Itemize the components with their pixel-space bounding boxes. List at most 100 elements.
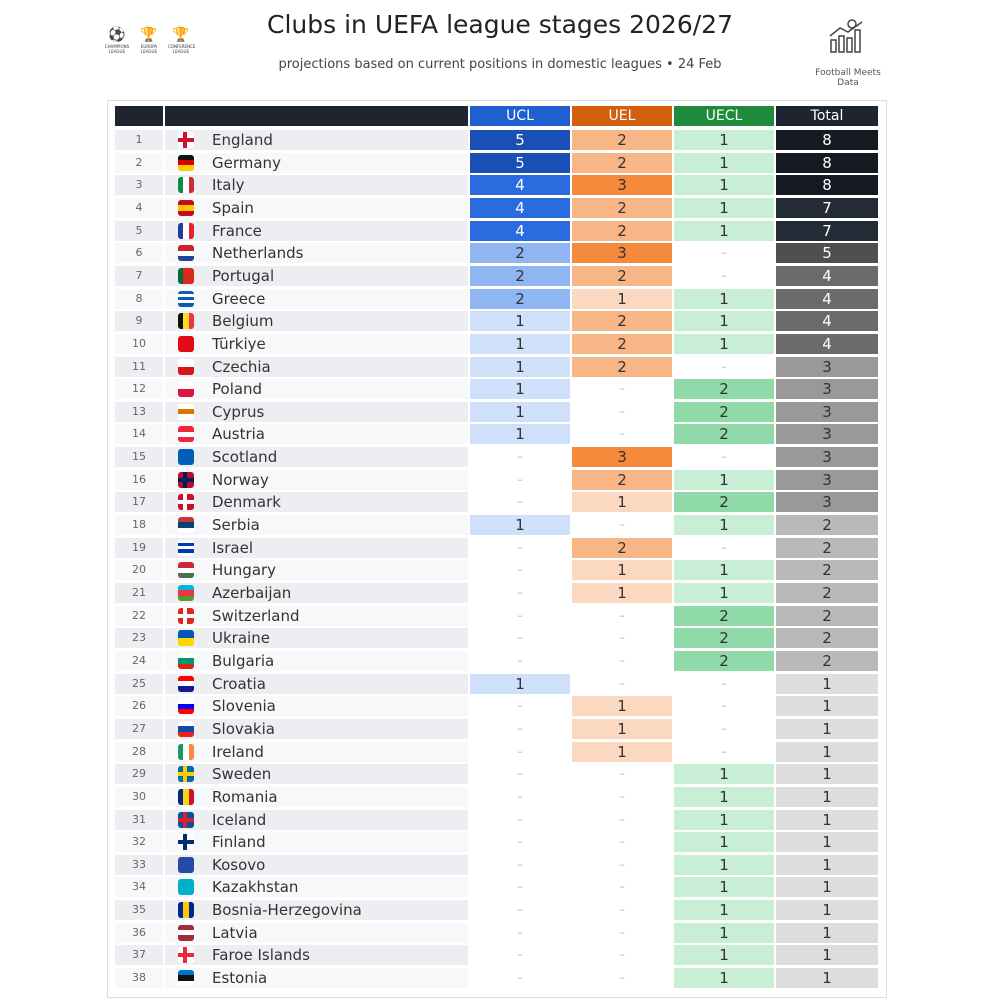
uel-cell: 1 [572, 288, 672, 309]
uel-cell: – [619, 857, 625, 871]
total-cell: 3 [776, 447, 878, 468]
total-cell: 1 [776, 786, 878, 807]
uecl-cell: 1 [674, 764, 774, 785]
country-name: Romania [212, 787, 278, 806]
total-cell: 1 [776, 968, 878, 989]
total-cell: 2 [776, 650, 878, 671]
country-name: Estonia [212, 969, 268, 988]
total-cell: 7 [776, 220, 878, 241]
country-cell: Scotland [165, 447, 468, 468]
uel-cell: – [619, 767, 625, 781]
uel-cell: 1 [572, 741, 672, 762]
country-cell: Bosnia-Herzegovina [165, 900, 468, 921]
table-row: 4 Spain 4 2 1 7 [115, 197, 878, 218]
table-row: 15 Scotland – 3 – 3 [115, 447, 878, 468]
rank: 8 [115, 288, 163, 309]
table-row: 38 Estonia – – 1 1 [115, 968, 878, 989]
uel-cell: 3 [572, 175, 672, 196]
ucl-cell: 1 [470, 379, 570, 400]
rank: 29 [115, 764, 163, 785]
country-cell: Azerbaijan [165, 583, 468, 603]
country-cell: Estonia [165, 968, 468, 989]
uel-cell: – [619, 925, 625, 939]
rank: 18 [115, 515, 163, 536]
total-cell: 3 [776, 356, 878, 377]
country-cell: Bulgaria [165, 650, 468, 671]
europa-league-logo: 🏆 EUROPA LEAGUE [140, 27, 158, 54]
uecl-cell: – [721, 721, 727, 735]
rank: 13 [115, 401, 163, 422]
total-cell: 3 [776, 469, 878, 490]
uecl-cell: – [721, 450, 727, 464]
ucl-cell: – [517, 631, 523, 645]
country-cell: Germany [165, 152, 468, 173]
ucl-cell: 1 [470, 401, 570, 422]
country-name: Norway [212, 470, 269, 489]
rank: 31 [115, 809, 163, 830]
total-cell: 1 [776, 809, 878, 830]
table-row: 13 Cyprus 1 – 2 3 [115, 401, 878, 422]
country-name: Kosovo [212, 855, 266, 874]
champions-league-logo: ⚽ CHAMPIONS LEAGUE [104, 27, 130, 54]
country-name: Portugal [212, 266, 275, 285]
header-uel: UEL [572, 106, 672, 126]
total-cell: 4 [776, 311, 878, 332]
total-cell: 4 [776, 265, 878, 286]
country-name: Switzerland [212, 606, 300, 625]
rank: 16 [115, 469, 163, 490]
country-name: Faroe Islands [212, 946, 310, 965]
rank: 9 [115, 311, 163, 332]
rank: 11 [115, 356, 163, 377]
ucl-cell: – [517, 450, 523, 464]
brand-name: Football Meets Data [815, 68, 881, 88]
uecl-cell: 2 [674, 379, 774, 400]
rank: 1 [115, 130, 163, 150]
country-name: Czechia [212, 357, 271, 376]
country-name: Türkiye [212, 334, 266, 353]
table-row: 37 Faroe Islands – – 1 1 [115, 945, 878, 966]
country-cell: Latvia [165, 922, 468, 943]
total-cell: 1 [776, 764, 878, 785]
country-cell: Kosovo [165, 854, 468, 875]
ucl-cell: – [517, 699, 523, 713]
table-row: 5 France 4 2 1 7 [115, 220, 878, 241]
country-cell: Spain [165, 197, 468, 218]
total-cell: 1 [776, 900, 878, 921]
country-cell: Italy [165, 175, 468, 196]
table-row: 16 Norway – 2 1 3 [115, 469, 878, 490]
country-name: Croatia [212, 674, 266, 693]
country-name: Austria [212, 425, 265, 444]
competition-logos: ⚽ CHAMPIONS LEAGUE 🏆 EUROPA LEAGUE 🏆 CONFER… [104, 26, 196, 54]
country-cell: Finland [165, 832, 468, 853]
uecl-cell: 1 [674, 560, 774, 581]
rank: 20 [115, 560, 163, 581]
total-cell: 1 [776, 922, 878, 943]
table-row: 35 Bosnia-Herzegovina – – 1 1 [115, 900, 878, 921]
uel-cell: 2 [572, 220, 672, 241]
ucl-cell: – [517, 721, 523, 735]
table-row: 28 Ireland – 1 – 1 [115, 741, 878, 762]
uel-cell: – [619, 631, 625, 645]
total-cell: 2 [776, 560, 878, 581]
table-row: 20 Hungary –1 1 2 [115, 560, 878, 581]
table-row: 8 Greece 2 1 1 4 [115, 288, 878, 309]
uel-cell: 2 [572, 311, 672, 332]
ucl-cell: – [517, 812, 523, 826]
table-row: 18 Serbia 1–1 2 [115, 515, 878, 536]
uel-cell: 2 [572, 469, 672, 490]
uecl-cell: 1 [674, 288, 774, 309]
bar-chart-icon [829, 19, 863, 53]
country-cell: Faroe Islands [165, 945, 468, 966]
uel-cell: 2 [572, 333, 672, 354]
uecl-cell: – [721, 268, 727, 282]
total-cell: 3 [776, 424, 878, 445]
ucl-cell: – [517, 586, 523, 599]
uel-cell: 1 [572, 583, 672, 603]
header-country [165, 106, 468, 126]
rank: 26 [115, 696, 163, 717]
country-name: Serbia [212, 516, 260, 535]
total-cell: 1 [776, 945, 878, 966]
country-name: Scotland [212, 448, 278, 467]
rank: 35 [115, 900, 163, 921]
uel-cell: – [619, 903, 625, 917]
